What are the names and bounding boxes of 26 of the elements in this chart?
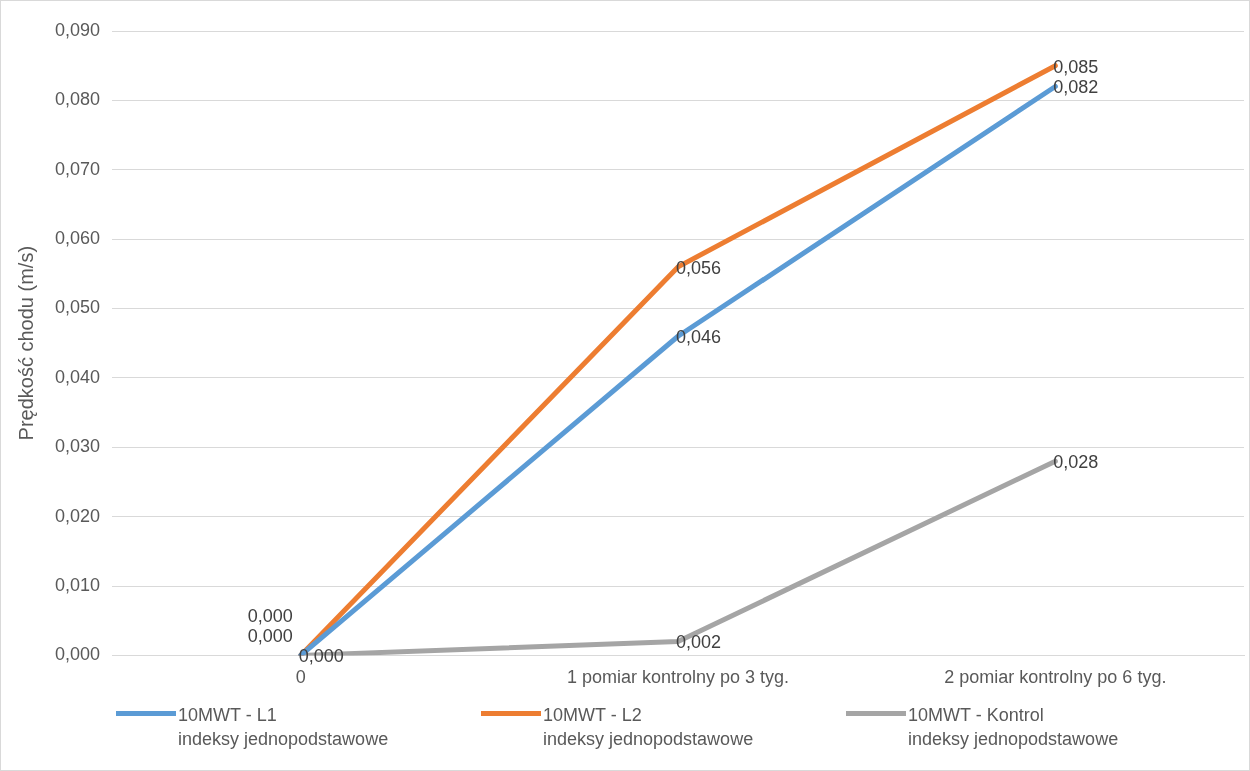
y-tick-label: 0,060 (55, 228, 101, 249)
y-tick-label: 0,020 (55, 505, 101, 526)
legend-label: 10MWT - L1 indeksy jednopodstawowe (178, 704, 389, 751)
data-label: 0,000 (298, 646, 344, 667)
y-tick-label: 0,090 (55, 19, 101, 40)
data-label: 0,000 (247, 606, 293, 627)
y-tick-label: 0,030 (55, 436, 101, 457)
y-tick-label: 0,080 (55, 89, 101, 110)
y-tick-label: 0,040 (55, 366, 101, 387)
data-label: 0,028 (1053, 452, 1099, 473)
data-label: 0,046 (676, 327, 722, 348)
data-label: 0,002 (676, 632, 722, 653)
legend-label: 10MWT - Kontrol indeksy jednopodstawowe (908, 704, 1119, 751)
x-tick-label: 1 pomiar kontrolny po 3 tyg. (566, 667, 790, 688)
y-tick-label: 0,070 (55, 158, 101, 179)
x-tick-label: 2 pomiar kontrolny po 6 tyg. (944, 667, 1167, 688)
y-tick-label: 0,050 (55, 297, 101, 318)
y-axis-title: Prędkość chodu (m/s) (14, 245, 37, 441)
data-label: 0,082 (1053, 77, 1099, 98)
y-tick-label: 0,010 (55, 574, 101, 595)
data-label: 0,000 (247, 626, 293, 647)
y-tick-label: 0,000 (55, 644, 101, 665)
x-tick-label: 0 (295, 667, 306, 688)
legend-label: 10MWT - L2 indeksy jednopodstawowe (543, 704, 754, 751)
data-label: 0,085 (1053, 56, 1099, 77)
data-label: 0,056 (676, 257, 722, 278)
